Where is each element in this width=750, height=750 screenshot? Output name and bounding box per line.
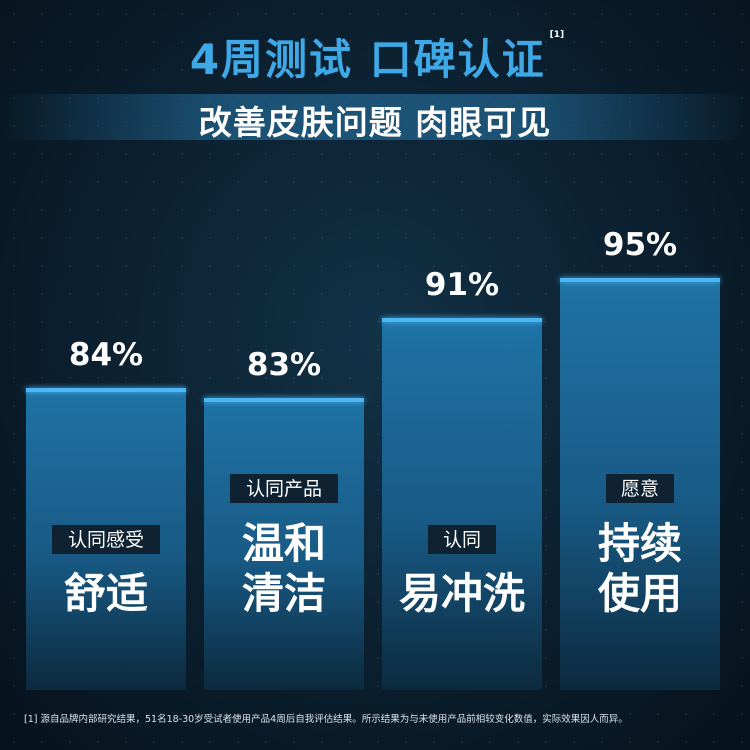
tag-text-2: 认同产品 bbox=[246, 478, 322, 500]
bar-top-edge-1 bbox=[26, 388, 186, 392]
claim-text-4-line-1: 持续 bbox=[598, 519, 682, 568]
value-label-1: 84% bbox=[69, 337, 143, 373]
bar-top-edge-3 bbox=[382, 318, 542, 322]
claim-text-2-line-1: 温和 bbox=[242, 519, 326, 568]
claim-text-1-line-1: 舒适 bbox=[64, 569, 148, 618]
claim-text-4-line-2: 使用 bbox=[598, 569, 682, 618]
tag-badge-4 bbox=[606, 474, 674, 503]
tag-badge-3 bbox=[428, 525, 496, 554]
page-title: 4周测试 口碑认证 [1] bbox=[0, 26, 750, 87]
tag-badge-1 bbox=[52, 525, 160, 554]
tag-text-4: 愿意 bbox=[621, 478, 659, 500]
title-text: 4周测试 口碑认证 bbox=[189, 35, 546, 84]
bar-top-edge-2 bbox=[204, 398, 364, 402]
subtitle-band bbox=[0, 94, 750, 140]
page-subtitle: 改善皮肤问题 肉眼可见 bbox=[198, 103, 552, 142]
title-reference-mark: [1] bbox=[549, 30, 565, 40]
value-label-3: 91% bbox=[425, 267, 499, 303]
value-label-4: 95% bbox=[603, 227, 677, 263]
claim-text-3-line-1: 易冲洗 bbox=[399, 569, 525, 618]
tag-text-3: 认同 bbox=[443, 529, 481, 551]
footnote: [1] 源自品牌内部研究结果，51名18-30岁受试者使用产品4周后自我评估结果… bbox=[24, 714, 628, 725]
claim-text-2-line-2: 清洁 bbox=[242, 569, 326, 618]
value-label-2: 83% bbox=[247, 347, 321, 383]
bar-2 bbox=[204, 399, 364, 690]
tag-badge-2 bbox=[230, 474, 338, 503]
tag-text-1: 认同感受 bbox=[68, 529, 144, 551]
bar-top-edge-4 bbox=[560, 278, 720, 282]
bar-3 bbox=[382, 319, 542, 690]
